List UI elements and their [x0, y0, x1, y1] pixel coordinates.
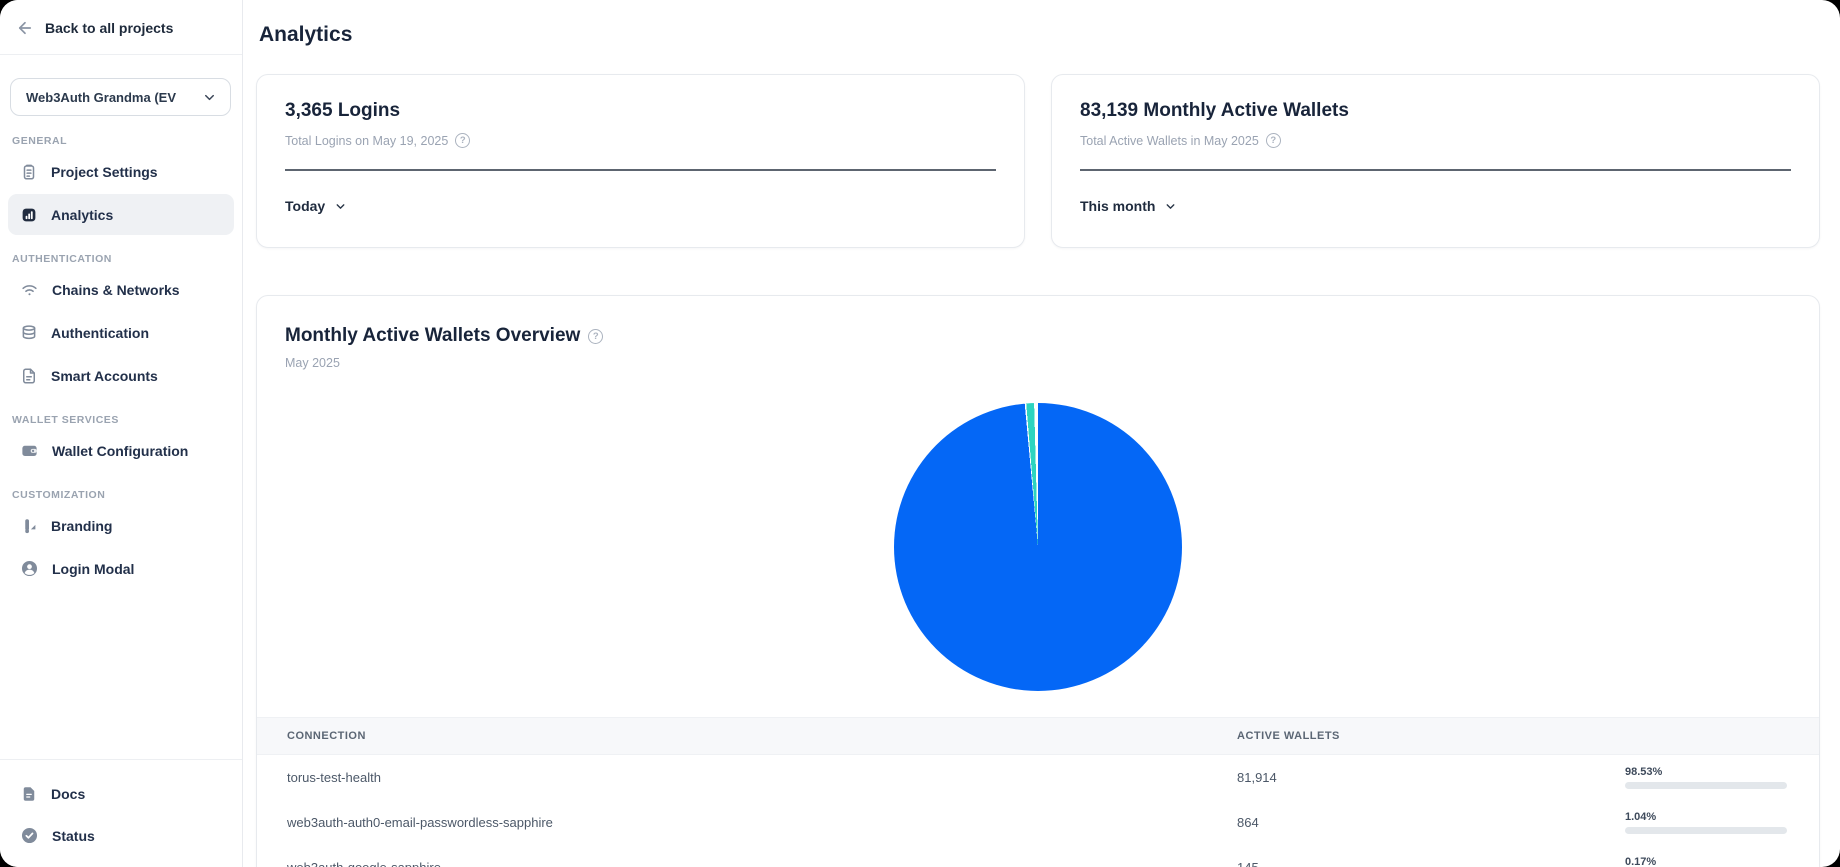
logins-headline: 3,365 Logins — [285, 100, 401, 121]
clipboard-icon — [20, 163, 38, 181]
main-content: Analytics 3,365 Logins Total Logins on M… — [243, 0, 1840, 867]
column-header-active-wallets: Active Wallets — [1237, 717, 1625, 755]
sidebar-item-label: Project Settings — [51, 163, 158, 180]
brush-icon — [20, 517, 38, 535]
range-label: This month — [1080, 198, 1156, 214]
active-wallets-cell: 864 — [1237, 814, 1259, 830]
project-selector-value: Web3Auth Grandma (EV — [26, 89, 177, 105]
chevron-down-icon — [334, 200, 347, 213]
sidebar-item-label: Authentication — [51, 324, 149, 341]
user-circle-icon — [20, 559, 39, 578]
column-header-connection: Connection — [257, 717, 1237, 755]
table-row[interactable]: web3auth-auth0-email-passwordless-sapphi… — [257, 800, 1819, 845]
chevron-down-icon — [202, 90, 217, 105]
active-wallets-cell: 145 — [1237, 859, 1259, 867]
table-header-row: Connection Active Wallets — [257, 717, 1819, 755]
sidebar-item-label: Status — [52, 827, 95, 844]
section-label-wallet-services: WALLET SERVICES — [12, 414, 119, 426]
logins-stat-card: 3,365 Logins Total Logins on May 19, 202… — [256, 74, 1025, 248]
connection-cell: torus-test-health — [287, 769, 381, 785]
percent-cell: 0.17% — [1625, 856, 1819, 867]
overview-title: Monthly Active Wallets Overview — [285, 325, 581, 346]
sidebar-item-analytics[interactable]: Analytics — [8, 194, 234, 235]
active-wallets-range-dropdown[interactable]: This month — [1080, 198, 1177, 214]
back-label: Back to all projects — [45, 20, 174, 36]
sidebar-item-docs[interactable]: Docs — [8, 773, 234, 814]
arrow-left-icon — [16, 19, 34, 37]
wallet-icon — [20, 441, 39, 460]
chart-axis-line — [1080, 169, 1791, 171]
stat-cards-row: 3,365 Logins Total Logins on May 19, 202… — [256, 74, 1820, 248]
help-icon[interactable]: ? — [455, 133, 471, 148]
chart-axis-line — [285, 169, 996, 171]
sidebar-item-label: Docs — [51, 785, 86, 802]
sidebar-item-label: Analytics — [51, 206, 114, 223]
sidebar-item-label: Branding — [51, 517, 113, 534]
range-label: Today — [285, 198, 326, 214]
sidebar: Back to all projects Web3Auth Grandma (E… — [0, 0, 243, 867]
logins-range-dropdown[interactable]: Today — [285, 198, 347, 214]
percent-label: 0.17% — [1625, 855, 1657, 867]
section-label-general: GENERAL — [12, 135, 68, 147]
check-circle-icon — [20, 826, 39, 845]
column-header-percent — [1625, 717, 1819, 755]
sidebar-item-smart-accounts[interactable]: Smart Accounts — [8, 355, 234, 396]
table-row[interactable]: torus-test-health 81,914 98.53% — [257, 755, 1819, 800]
mau-overview-card: Monthly Active Wallets Overview ? May 20… — [256, 295, 1820, 867]
connection-cell: web3auth-auth0-email-passwordless-sapphi… — [287, 814, 553, 830]
active-wallets-subtext: Total Active Wallets in May 2025 — [1080, 133, 1259, 148]
percent-cell: 98.53% — [1625, 766, 1819, 789]
sidebar-divider — [0, 54, 242, 55]
chevron-down-icon — [1164, 200, 1177, 213]
sidebar-item-label: Wallet Configuration — [52, 442, 189, 459]
section-label-customization: CUSTOMIZATION — [12, 489, 106, 501]
sidebar-item-status[interactable]: Status — [8, 815, 234, 856]
help-icon[interactable]: ? — [1265, 133, 1281, 148]
table-row[interactable]: web3auth-google-sapphire 145 0.17% — [257, 845, 1819, 867]
bar-chart-icon — [20, 206, 38, 224]
help-icon[interactable]: ? — [588, 328, 604, 344]
project-selector[interactable]: Web3Auth Grandma (EV — [10, 78, 231, 116]
wifi-icon — [20, 280, 39, 299]
sidebar-item-label: Smart Accounts — [51, 367, 158, 384]
active-wallets-headline: 83,139 Monthly Active Wallets — [1080, 100, 1349, 121]
connection-cell: web3auth-google-sapphire — [287, 859, 441, 867]
mau-pie-chart — [894, 403, 1182, 691]
sidebar-item-branding[interactable]: Branding — [8, 505, 234, 546]
percent-bar-track — [1625, 826, 1787, 834]
pie-chart-area — [257, 403, 1819, 691]
sidebar-item-login-modal[interactable]: Login Modal — [8, 548, 234, 589]
sidebar-item-authentication[interactable]: Authentication — [8, 312, 234, 353]
database-icon — [20, 324, 38, 342]
logins-subtext: Total Logins on May 19, 2025 — [285, 133, 449, 148]
percent-cell: 1.04% — [1625, 811, 1819, 834]
section-label-authentication: AUTHENTICATION — [12, 253, 112, 265]
docs-icon — [20, 785, 38, 803]
percent-bar-track — [1625, 781, 1787, 789]
sidebar-item-project-settings[interactable]: Project Settings — [8, 151, 234, 192]
percent-label: 98.53% — [1625, 765, 1663, 778]
sidebar-item-chains-networks[interactable]: Chains & Networks — [8, 269, 234, 310]
back-to-projects-link[interactable]: Back to all projects — [0, 0, 242, 54]
page-title: Analytics — [259, 23, 353, 46]
sidebar-footer: Docs Status — [0, 759, 242, 867]
active-wallets-stat-card: 83,139 Monthly Active Wallets Total Acti… — [1051, 74, 1820, 248]
document-icon — [20, 367, 38, 385]
connections-table: Connection Active Wallets torus-test-hea… — [257, 717, 1819, 867]
overview-subtitle: May 2025 — [285, 356, 340, 370]
sidebar-item-label: Login Modal — [52, 560, 135, 577]
percent-label: 1.04% — [1625, 810, 1657, 823]
sidebar-item-label: Chains & Networks — [52, 281, 180, 298]
sidebar-spacer — [0, 590, 242, 759]
sidebar-item-wallet-configuration[interactable]: Wallet Configuration — [8, 430, 234, 471]
active-wallets-cell: 81,914 — [1237, 769, 1277, 785]
